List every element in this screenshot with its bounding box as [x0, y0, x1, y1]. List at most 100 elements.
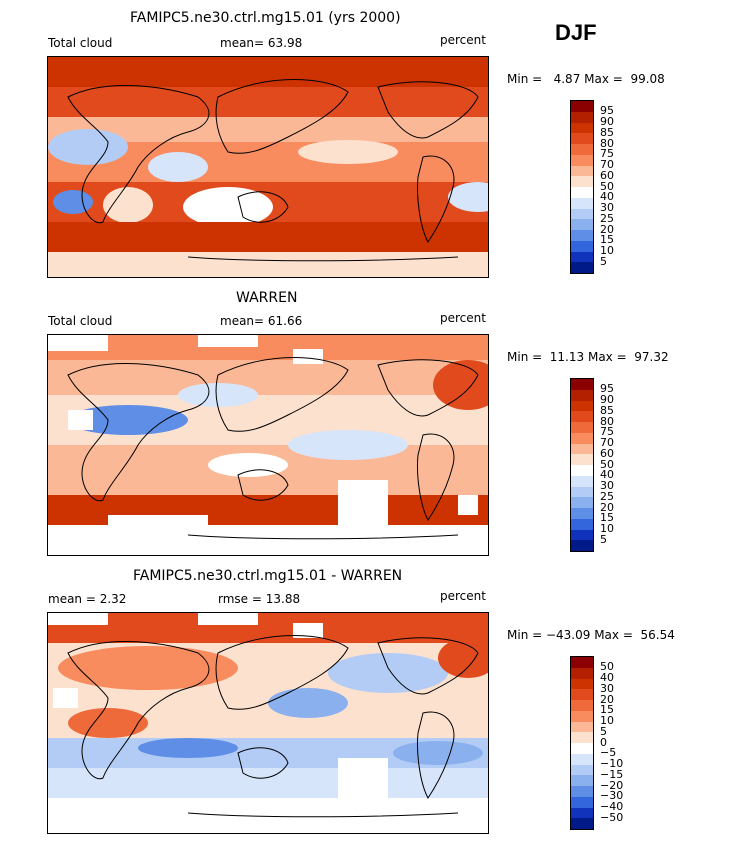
colorbar-swatch	[571, 240, 593, 252]
colorbar-swatch	[571, 411, 593, 422]
colorbar-swatch	[571, 465, 593, 476]
colorbar-swatch	[571, 700, 593, 711]
colorbar-tick-label: 80	[600, 136, 614, 150]
colorbar-tick-label: 15	[600, 703, 614, 717]
colorbar-tick-label: −50	[600, 810, 624, 824]
colorbar-tick-label: 40	[600, 468, 614, 482]
colorbar-swatch	[571, 443, 593, 455]
panel-1-variable-label: Total cloud	[48, 36, 113, 50]
colorbar-tick-label: 50	[600, 457, 614, 471]
colorbar-swatch	[571, 497, 593, 508]
colorbar-swatch	[571, 508, 593, 519]
colorbar-tick-label: 5	[600, 532, 607, 546]
colorbar-tick-label: 10	[600, 522, 614, 535]
colorbar-swatch	[571, 208, 593, 220]
colorbar-swatch	[571, 454, 593, 465]
colorbar-swatch	[571, 400, 593, 412]
colorbar-tick-label: 0	[600, 735, 607, 749]
panel-3-colorbar: 50 40 30 20 15 10 5 0 −5 −10 −15 −20 −30 −40 −50	[570, 656, 648, 830]
panel-2-minmax: Min = 11.13 Max = 97.32	[507, 350, 669, 364]
panel-2-units-label: percent	[440, 311, 486, 325]
colorbar-tick-label: 60	[600, 168, 614, 182]
colorbar-swatch	[571, 796, 593, 808]
colorbar-swatch	[571, 165, 593, 177]
colorbar-tick-label: 80	[600, 414, 614, 428]
colorbar-tick-label: 70	[600, 158, 614, 171]
colorbar-tick-label: 85	[600, 125, 614, 139]
colorbar-swatch	[571, 743, 593, 754]
colorbar-swatch	[571, 518, 593, 530]
colorbar-tick-label: 40	[600, 190, 614, 204]
colorbar-tick-label: −40	[600, 800, 624, 813]
colorbar-swatch	[571, 219, 593, 230]
panel-2-variable-label: Total cloud	[48, 314, 113, 328]
colorbar-swatch	[571, 111, 593, 123]
panel-3-rmse-label: rmse = 13.88	[218, 592, 301, 606]
colorbar-swatch	[571, 775, 593, 786]
colorbar-swatch	[571, 807, 593, 819]
panel-2-title: WARREN	[236, 290, 298, 306]
colorbar-swatch	[571, 529, 593, 541]
panel-1-colorbar-box	[570, 100, 594, 274]
colorbar-swatch	[571, 389, 593, 401]
panel-2-colorbar: 95 90 85 80 75 70 60 50 40 30 25 20 15 10 5	[570, 378, 648, 552]
colorbar-tick-label: 60	[600, 446, 614, 460]
colorbar-swatch	[571, 710, 593, 722]
panel-1-mean-label: mean= 63.98	[220, 36, 303, 50]
colorbar-tick-label: −30	[600, 789, 624, 803]
colorbar-tick-label: 40	[600, 671, 614, 684]
colorbar-tick-label: 50	[600, 179, 614, 193]
colorbar-swatch	[571, 667, 593, 679]
colorbar-tick-label: 75	[600, 425, 614, 439]
colorbar-tick-label: 30	[600, 201, 614, 214]
panel-1-units-label: percent	[440, 33, 486, 47]
panel-3-title: FAMIPC5.ne30.ctrl.mg15.01 - WARREN	[133, 568, 403, 584]
colorbar-swatch	[571, 122, 593, 134]
colorbar-tick-label: 15	[600, 511, 614, 525]
colorbar-swatch	[571, 486, 593, 498]
colorbar-tick-label: 70	[600, 436, 614, 449]
panel-1-minmax: Min = 4.87 Max = 99.08	[507, 72, 665, 86]
colorbar-tick-label: −5	[600, 746, 617, 760]
colorbar-swatch	[571, 154, 593, 166]
colorbar-swatch	[571, 818, 593, 829]
panel-2-colorbar-box	[570, 378, 594, 552]
colorbar-swatch	[571, 262, 593, 273]
colorbar-swatch	[571, 133, 593, 144]
panel-2-map	[47, 334, 489, 556]
colorbar-tick-label: 5	[600, 724, 607, 738]
colorbar-tick-label: 90	[600, 115, 614, 128]
colorbar-swatch	[571, 379, 593, 390]
colorbar-tick-label: 50	[600, 660, 614, 674]
colorbar-swatch	[571, 657, 593, 668]
colorbar-tick-label: 20	[600, 500, 614, 514]
colorbar-swatch	[571, 678, 593, 690]
colorbar-swatch	[571, 753, 593, 765]
colorbar-tick-label: 20	[600, 692, 614, 706]
colorbar-tick-label: 95	[600, 382, 614, 396]
colorbar-tick-label: 30	[600, 479, 614, 492]
colorbar-tick-label: −20	[600, 778, 624, 792]
colorbar-swatch	[571, 230, 593, 241]
colorbar-tick-label: −15	[600, 767, 624, 781]
colorbar-swatch	[571, 251, 593, 263]
colorbar-tick-label: 20	[600, 222, 614, 236]
panel-3-mean-label: mean = 2.32	[48, 592, 127, 606]
colorbar-swatch	[571, 187, 593, 198]
colorbar-swatch	[571, 540, 593, 551]
colorbar-swatch	[571, 176, 593, 187]
colorbar-tick-label: 85	[600, 403, 614, 417]
panel-1-title: FAMIPC5.ne30.ctrl.mg15.01 (yrs 2000)	[130, 10, 401, 26]
colorbar-swatch	[571, 721, 593, 733]
panel-3-minmax: Min = −43.09 Max = 56.54	[507, 628, 675, 642]
colorbar-tick-label: 5	[600, 254, 607, 268]
colorbar-tick-label: −10	[600, 757, 624, 770]
colorbar-swatch	[571, 101, 593, 112]
panel-2-mean-label: mean= 61.66	[220, 314, 303, 328]
panel-3-units-label: percent	[440, 589, 486, 603]
panel-1-map	[47, 56, 489, 278]
colorbar-tick-label: 30	[600, 681, 614, 695]
colorbar-swatch	[571, 422, 593, 433]
season-label: DJF	[555, 20, 597, 45]
colorbar-swatch	[571, 144, 593, 155]
